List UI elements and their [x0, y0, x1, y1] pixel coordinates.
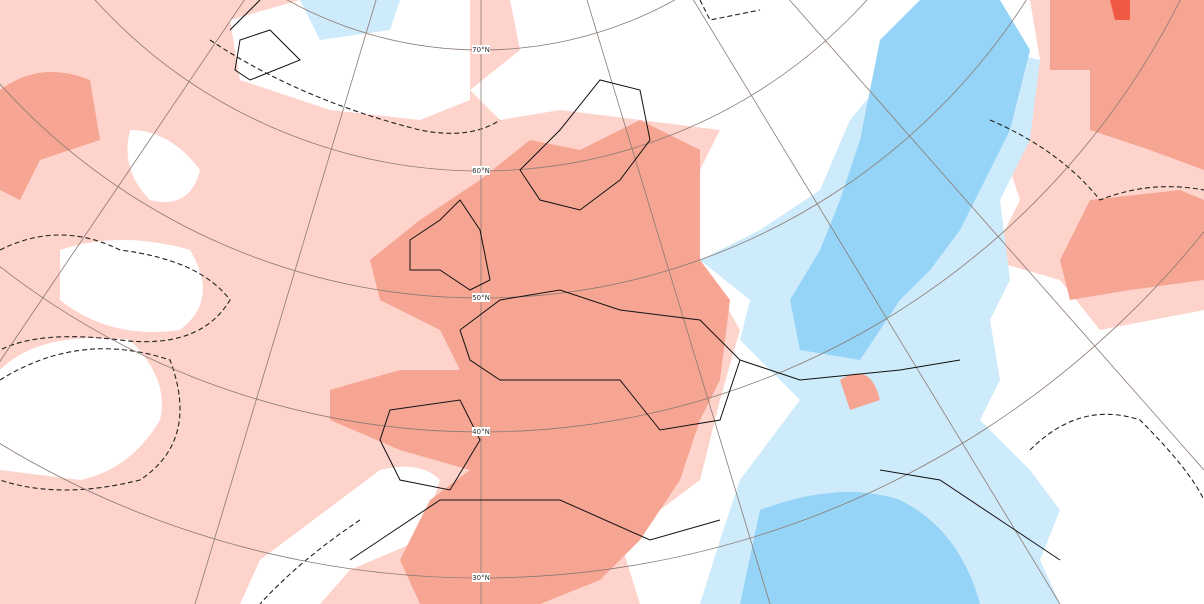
- neutral-zone: [127, 130, 200, 202]
- warm-anomaly: [330, 120, 730, 604]
- latitude-label: 50°N: [472, 294, 490, 302]
- contour: [1029, 413, 1204, 501]
- warm-anomaly: [0, 72, 100, 200]
- warm-anomaly: [840, 373, 880, 410]
- latitude-label: 40°N: [472, 428, 490, 436]
- strong-cold-anomaly: [790, 0, 1030, 360]
- strong-cold-anomaly: [740, 492, 980, 604]
- strong-warm-anomaly: [1110, 0, 1130, 20]
- neutral-zone: [240, 466, 440, 604]
- latitude-label: 70°N: [472, 46, 490, 54]
- cold-anomaly: [300, 0, 400, 40]
- contour: [699, 0, 1204, 201]
- warm-anomaly: [1050, 0, 1204, 170]
- latitude-label: 30°N: [472, 574, 490, 582]
- neutral-zone: [0, 338, 162, 480]
- contour: [0, 234, 231, 351]
- coastline: [349, 79, 1061, 561]
- coastline: [229, 0, 301, 81]
- latitude-labels: 70°N 60°N 50°N 40°N 30°N: [472, 45, 490, 582]
- latitude-label: 60°N: [472, 167, 490, 175]
- contour: [209, 39, 501, 134]
- warm-anomaly: [1060, 190, 1204, 300]
- neutral-zone: [230, 0, 470, 120]
- contour: [0, 348, 181, 491]
- neutral-zone: [60, 240, 203, 332]
